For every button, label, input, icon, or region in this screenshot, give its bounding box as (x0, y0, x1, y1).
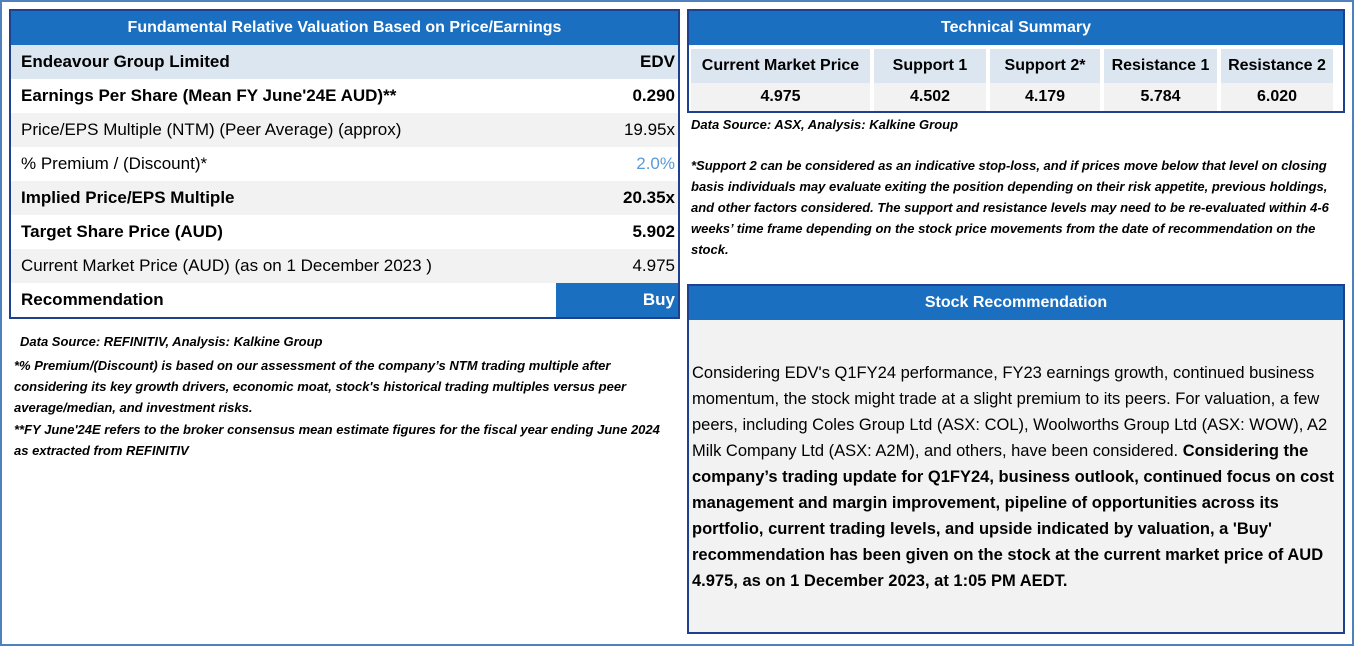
row-value: 0.290 (632, 86, 675, 105)
valuation-row-target-price: Target Share Price (AUD) 5.902 (11, 215, 678, 249)
row-label: Recommendation (21, 290, 164, 309)
recommendation-text: Considering EDV's Q1FY24 performance, FY… (692, 360, 1342, 594)
row-value: 19.95x (623, 120, 675, 139)
tech-col-support-1: Support 1 4.502 (874, 49, 986, 111)
valuation-row-peer-multiple: Price/EPS Multiple (NTM) (Peer Average) … (11, 113, 678, 147)
tech-header: Support 1 (874, 49, 986, 83)
valuation-source: Data Source: REFINITIV, Analysis: Kalkin… (20, 334, 323, 349)
tech-header: Resistance 1 (1104, 49, 1217, 83)
valuation-table: Fundamental Relative Valuation Based on … (9, 9, 680, 319)
valuation-title: Fundamental Relative Valuation Based on … (11, 11, 678, 45)
valuation-footnote-premium: *% Premium/(Discount) is based on our as… (14, 358, 627, 415)
tech-header: Support 2* (990, 49, 1100, 83)
tech-value: 5.784 (1104, 83, 1217, 111)
valuation-header-row: Endeavour Group Limited EDV (11, 45, 678, 79)
valuation-row-eps: Earnings Per Share (Mean FY June'24E AUD… (11, 79, 678, 113)
stock-recommendation: Stock Recommendation Considering EDV's Q… (687, 284, 1345, 634)
recommendation-text-regular: Considering EDV's Q1FY24 performance, FY… (692, 364, 1328, 460)
technical-grid: Current Market Price 4.975 Support 1 4.5… (689, 45, 1343, 111)
tech-header: Resistance 2 (1221, 49, 1333, 83)
tech-col-market-price: Current Market Price 4.975 (691, 49, 870, 111)
valuation-row-market-price: Current Market Price (AUD) (as on 1 Dece… (11, 249, 678, 283)
ticker: EDV (640, 52, 675, 71)
tech-col-resistance-1: Resistance 1 5.784 (1104, 49, 1217, 111)
row-label: Implied Price/EPS Multiple (21, 188, 235, 207)
tech-value: 4.179 (990, 83, 1100, 111)
company-name: Endeavour Group Limited (21, 52, 230, 71)
valuation-row-implied-multiple: Implied Price/EPS Multiple 20.35x (11, 181, 678, 215)
recommendation-title: Stock Recommendation (689, 286, 1343, 320)
tech-value: 4.502 (874, 83, 986, 111)
tech-value: 6.020 (1221, 83, 1333, 111)
row-value: 4.975 (632, 256, 675, 275)
row-value: 2.0% (636, 154, 675, 173)
recommendation-text-bold: Considering the company’s trading update… (692, 442, 1335, 590)
row-label: % Premium / (Discount)* (21, 154, 208, 173)
valuation-footnote-fy: **FY June'24E refers to the broker conse… (14, 422, 660, 458)
row-label: Target Share Price (AUD) (21, 222, 223, 241)
technical-source: Data Source: ASX, Analysis: Kalkine Grou… (691, 117, 959, 132)
technical-title: Technical Summary (689, 11, 1343, 45)
valuation-row-premium: % Premium / (Discount)* 2.0% (11, 147, 678, 181)
row-label: Earnings Per Share (Mean FY June'24E AUD… (21, 86, 397, 105)
row-label: Price/EPS Multiple (NTM) (Peer Average) … (21, 120, 402, 139)
row-value: 20.35x (623, 188, 675, 207)
tech-value: 4.975 (691, 83, 870, 111)
technical-summary: Technical Summary Current Market Price 4… (687, 9, 1345, 113)
tech-col-support-2: Support 2* 4.179 (990, 49, 1100, 111)
row-label: Current Market Price (AUD) (as on 1 Dece… (21, 256, 432, 275)
tech-col-resistance-2: Resistance 2 6.020 (1221, 49, 1333, 111)
tech-header: Current Market Price (691, 49, 870, 83)
recommendation-badge: Buy (556, 283, 678, 317)
valuation-row-recommendation: Recommendation Buy (11, 283, 678, 317)
technical-note: *Support 2 can be considered as an indic… (691, 158, 1329, 257)
row-value: 5.902 (632, 222, 675, 241)
